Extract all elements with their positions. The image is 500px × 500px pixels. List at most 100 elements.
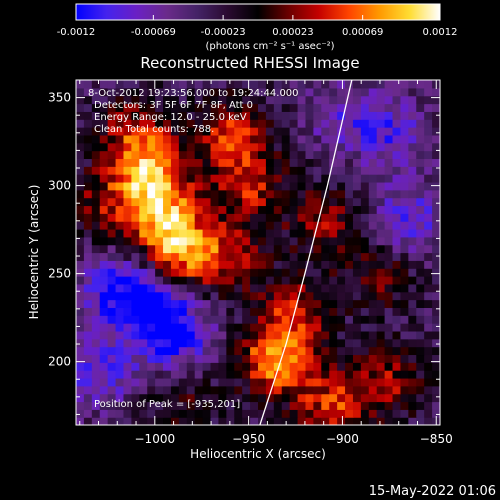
heatmap-cell xyxy=(194,158,204,167)
heatmap-cell xyxy=(218,291,227,301)
heatmap-cell xyxy=(416,409,425,418)
heatmap-cell xyxy=(376,393,386,403)
heatmap-cell xyxy=(242,307,251,316)
heatmap-cell xyxy=(360,150,370,160)
heatmap-cell xyxy=(186,276,196,285)
heatmap-cell xyxy=(313,174,322,183)
heatmap-cell xyxy=(289,174,299,183)
heatmap-cell xyxy=(226,119,235,128)
heatmap-cell xyxy=(218,385,227,395)
heatmap-cell xyxy=(83,252,93,261)
heatmap-cell xyxy=(297,338,307,348)
heatmap-cell xyxy=(376,228,386,238)
heatmap-cell xyxy=(226,158,235,167)
heatmap-cell xyxy=(139,221,148,230)
heatmap-cell xyxy=(416,236,425,246)
heatmap-cell xyxy=(99,103,109,112)
heatmap-cell xyxy=(163,307,172,316)
heatmap-cell xyxy=(416,244,425,254)
heatmap-cell xyxy=(360,221,370,230)
heatmap-cell xyxy=(155,283,164,293)
heatmap-cell xyxy=(432,158,440,167)
heatmap-cell xyxy=(376,315,386,324)
heatmap-cell xyxy=(163,174,172,183)
heatmap-cell xyxy=(91,158,101,167)
heatmap-cell xyxy=(131,166,140,175)
heatmap-cell xyxy=(400,299,409,308)
heatmap-cell xyxy=(91,362,101,371)
heatmap-cell xyxy=(345,252,354,261)
heatmap-cell xyxy=(234,268,243,277)
heatmap-cell xyxy=(313,236,322,246)
heatmap-cell xyxy=(226,166,235,175)
heatmap-cell xyxy=(76,134,85,144)
heatmap-cell xyxy=(178,174,188,183)
heatmap-cell xyxy=(297,307,307,316)
heatmap-cell xyxy=(139,158,148,167)
heatmap-cell xyxy=(281,268,291,277)
chart-title: Reconstructed RHESSI Image xyxy=(140,54,359,72)
heatmap-cell xyxy=(337,197,346,207)
heatmap-cell xyxy=(345,119,354,128)
heatmap-cell xyxy=(416,213,425,222)
heatmap-cell xyxy=(234,315,243,324)
heatmap-cell xyxy=(392,291,402,301)
heatmap-cell xyxy=(99,142,109,152)
heatmap-cell xyxy=(147,174,156,183)
heatmap-cell xyxy=(345,134,354,144)
heatmap-cell xyxy=(376,127,386,136)
heatmap-cell xyxy=(321,291,330,301)
heatmap-cell xyxy=(123,127,132,136)
annotation-line: Clean Total counts: 788. xyxy=(94,124,214,135)
heatmap-cell xyxy=(83,401,93,410)
heatmap-cell xyxy=(384,80,394,89)
heatmap-cell xyxy=(416,385,425,395)
heatmap-cell xyxy=(400,221,409,230)
heatmap-cell xyxy=(147,315,156,324)
heatmap-cell xyxy=(392,299,402,308)
heatmap-cell xyxy=(289,283,299,293)
heatmap-cell xyxy=(321,315,330,324)
heatmap-cell xyxy=(408,393,417,403)
heatmap-cell xyxy=(218,166,227,175)
heatmap-cell xyxy=(186,142,196,152)
heatmap-cell xyxy=(273,338,283,348)
heatmap-cell xyxy=(329,346,338,356)
heatmap-cell xyxy=(234,127,243,136)
heatmap-cell xyxy=(202,166,212,175)
heatmap-cell xyxy=(123,103,132,112)
heatmap-cell xyxy=(155,377,164,387)
heatmap-cell xyxy=(91,142,101,152)
heatmap-cell xyxy=(368,370,378,379)
heatmap-cell xyxy=(76,401,85,410)
heatmap-cell xyxy=(115,283,125,293)
heatmap-cell xyxy=(416,228,425,238)
heatmap-cell xyxy=(408,417,417,425)
heatmap-cell xyxy=(384,323,394,332)
heatmap-cell xyxy=(210,80,220,89)
heatmap-cell xyxy=(107,174,117,183)
heatmap-cell xyxy=(139,228,148,238)
heatmap-cell xyxy=(115,276,125,285)
heatmap-cell xyxy=(345,409,354,418)
heatmap-cell xyxy=(178,401,188,410)
heatmap-cell xyxy=(250,213,259,222)
heatmap-cell xyxy=(194,417,204,425)
heatmap-cell xyxy=(218,252,227,261)
heatmap-cell xyxy=(250,417,259,425)
heatmap-cell xyxy=(155,299,164,308)
heatmap-cell xyxy=(234,181,243,191)
heatmap-cell xyxy=(352,315,362,324)
heatmap-cell xyxy=(273,417,283,425)
heatmap-cell xyxy=(131,189,140,199)
heatmap-cell xyxy=(424,134,433,144)
heatmap-cell xyxy=(416,158,425,167)
y-tick-label: 200 xyxy=(48,355,71,369)
heatmap-cell xyxy=(408,127,417,136)
heatmap-cell xyxy=(289,268,299,277)
heatmap-cell xyxy=(170,166,180,175)
heatmap-cell xyxy=(194,401,204,410)
heatmap-cell xyxy=(384,252,394,261)
heatmap-cell xyxy=(432,268,440,277)
heatmap-cell xyxy=(242,134,251,144)
